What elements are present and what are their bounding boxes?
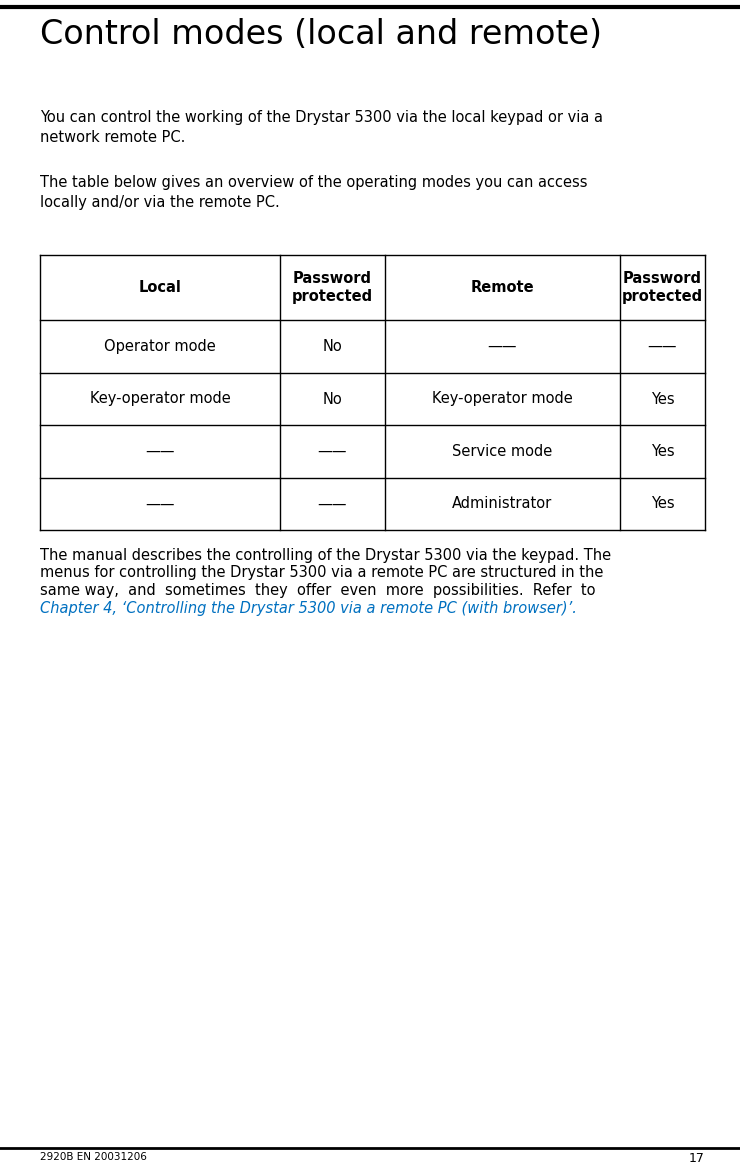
Text: Yes: Yes — [650, 497, 674, 512]
Text: You can control the working of the Drystar 5300 via the local keypad or via a
ne: You can control the working of the Dryst… — [40, 110, 603, 145]
Text: The manual describes the controlling of the Drystar 5300 via the keypad. The: The manual describes the controlling of … — [40, 548, 611, 563]
Text: Control modes (local and remote): Control modes (local and remote) — [40, 18, 602, 51]
Text: Yes: Yes — [650, 444, 674, 459]
Text: 2920B EN 20031206: 2920B EN 20031206 — [40, 1151, 147, 1162]
Text: 17: 17 — [689, 1151, 705, 1165]
Text: Service mode: Service mode — [452, 444, 553, 459]
Text: same way,  and  sometimes  they  offer  even  more  possibilities.  Refer  to: same way, and sometimes they offer even … — [40, 583, 596, 599]
Text: ——: —— — [317, 444, 347, 459]
Text: Local: Local — [138, 281, 181, 295]
Text: Yes: Yes — [650, 392, 674, 407]
Text: The table below gives an overview of the operating modes you can access
locally : The table below gives an overview of the… — [40, 175, 588, 210]
Text: Administrator: Administrator — [452, 497, 553, 512]
Text: Chapter 4, ‘Controlling the Drystar 5300 via a remote PC (with browser)’.: Chapter 4, ‘Controlling the Drystar 5300… — [40, 601, 577, 616]
Text: ——: —— — [317, 497, 347, 512]
Text: ——: —— — [145, 497, 175, 512]
Text: menus for controlling the Drystar 5300 via a remote PC are structured in the: menus for controlling the Drystar 5300 v… — [40, 566, 603, 581]
Text: ——: —— — [648, 339, 677, 354]
Text: No: No — [323, 392, 343, 407]
Text: Password
protected: Password protected — [292, 271, 373, 304]
Text: Remote: Remote — [471, 281, 534, 295]
Text: ——: —— — [488, 339, 517, 354]
Text: ——: —— — [145, 444, 175, 459]
Text: Key-operator mode: Key-operator mode — [90, 392, 230, 407]
Text: Operator mode: Operator mode — [104, 339, 216, 354]
Text: Key-operator mode: Key-operator mode — [432, 392, 573, 407]
Text: No: No — [323, 339, 343, 354]
Text: Password
protected: Password protected — [622, 271, 703, 304]
